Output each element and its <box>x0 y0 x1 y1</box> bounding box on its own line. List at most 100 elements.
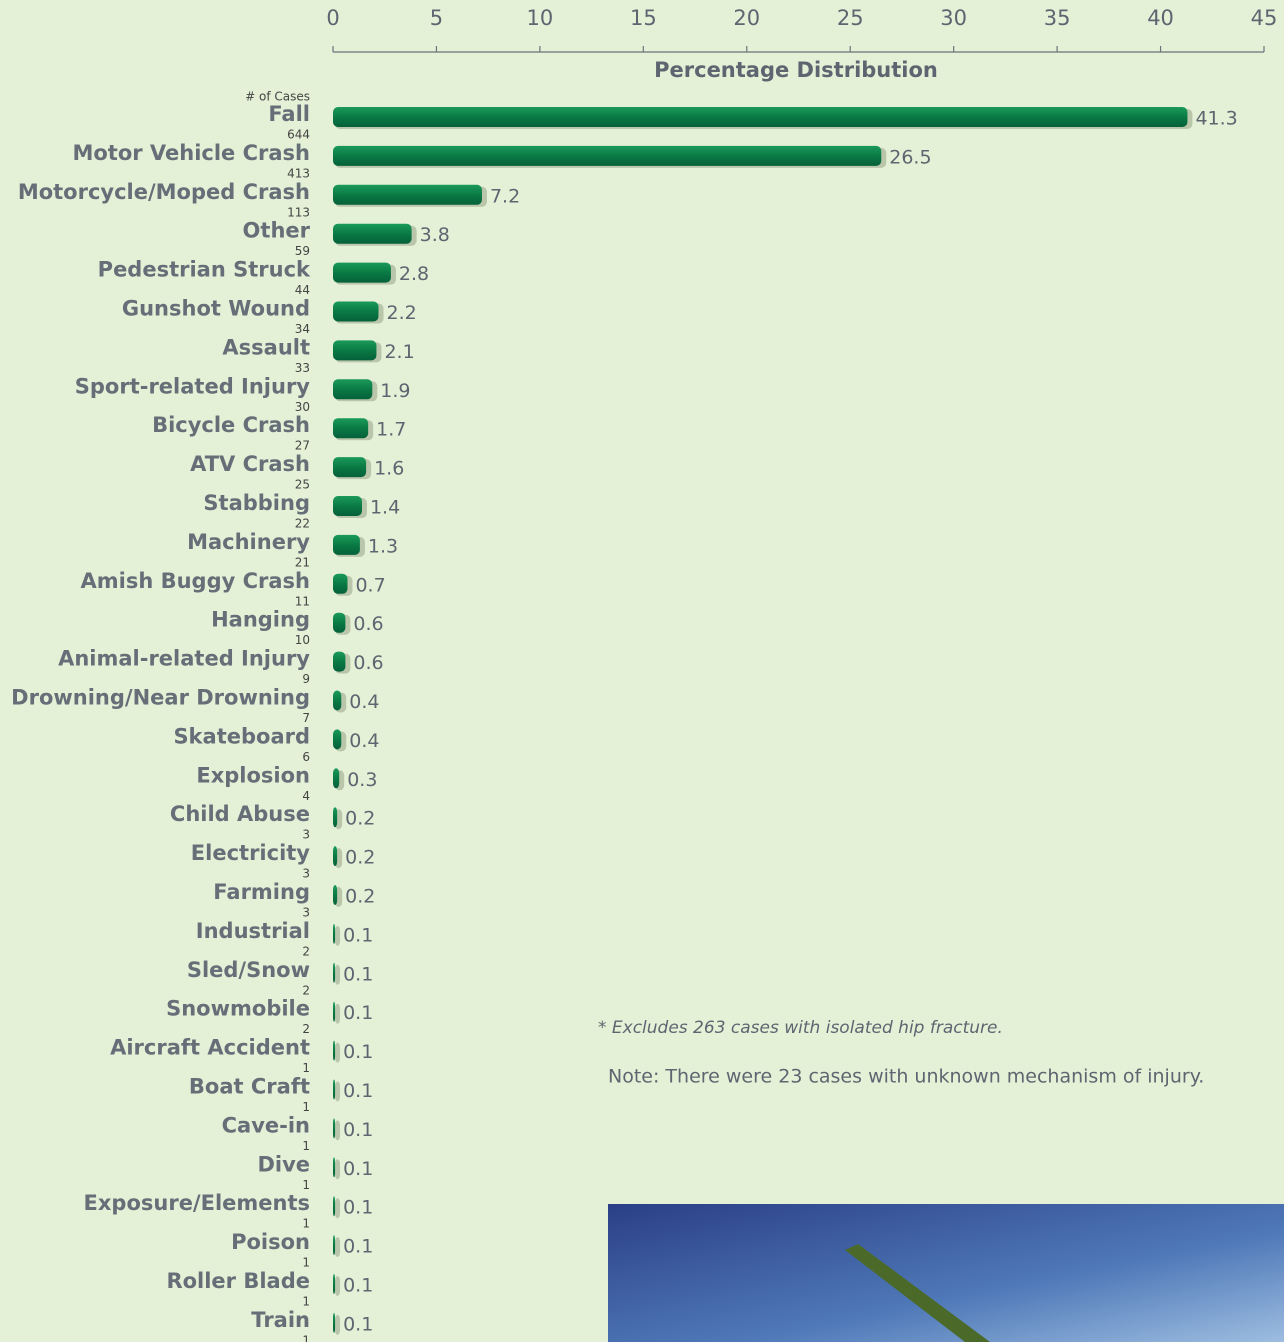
bar <box>333 1118 336 1139</box>
value-label: 26.5 <box>889 146 931 168</box>
category-label: Drowning/Near Drowning <box>11 686 310 710</box>
case-count: 1 <box>302 1333 310 1342</box>
bar <box>333 1274 336 1294</box>
category-label: Motorcycle/Moped Crash <box>18 180 310 204</box>
category-label: Snowmobile <box>166 997 310 1021</box>
value-label: 41.3 <box>1195 108 1237 130</box>
value-label: 0.1 <box>343 1002 373 1024</box>
bar <box>333 418 369 439</box>
value-label: 0.4 <box>349 691 379 713</box>
case-count: 11 <box>295 594 310 608</box>
value-label: 0.2 <box>345 847 375 869</box>
value-label: 0.1 <box>343 1275 373 1297</box>
note: Note: There were 23 cases with unknown m… <box>608 1066 1204 1088</box>
category-label: Child Abuse <box>170 802 310 826</box>
category-label: Animal-related Injury <box>58 647 310 671</box>
category-label: Sport-related Injury <box>75 374 311 398</box>
case-count: 1 <box>302 1061 310 1075</box>
value-label: 0.2 <box>345 886 375 908</box>
value-label: 1.9 <box>380 380 410 402</box>
x-tick-label: 20 <box>733 6 760 30</box>
category-label: Bicycle Crash <box>152 413 310 437</box>
category-label: Boat Craft <box>189 1075 310 1099</box>
category-label: ATV Crash <box>190 452 310 476</box>
category-label: Machinery <box>187 530 310 554</box>
bar <box>333 340 377 361</box>
value-label: 0.6 <box>353 652 383 674</box>
bar <box>333 651 346 672</box>
value-label: 0.1 <box>343 1197 373 1219</box>
case-count: 1 <box>302 1139 310 1153</box>
bar <box>333 807 338 828</box>
case-count: 30 <box>295 400 310 414</box>
bar-shadow <box>335 1120 341 1141</box>
category-label: Industrial <box>196 919 310 943</box>
value-label: 0.1 <box>343 963 373 985</box>
cases-header: # of Cases <box>245 90 310 104</box>
bar <box>333 962 336 983</box>
bar <box>333 729 342 750</box>
footnote: * Excludes 263 cases with isolated hip f… <box>598 1018 1003 1038</box>
bar <box>333 885 338 905</box>
axis-title: Percentage Distribution <box>654 58 938 82</box>
bar-shadow <box>335 1198 341 1219</box>
bar <box>333 262 391 283</box>
value-label: 0.7 <box>355 574 385 596</box>
case-count: 21 <box>295 555 310 569</box>
bar-shadow <box>335 1276 341 1296</box>
bar <box>333 223 412 244</box>
bar <box>333 1001 336 1022</box>
bar <box>333 457 367 478</box>
case-count: 7 <box>302 711 310 725</box>
value-label: 0.1 <box>343 1041 373 1063</box>
case-count: 9 <box>302 672 310 686</box>
category-label: Motor Vehicle Crash <box>72 141 310 165</box>
bar-shadow <box>335 1042 341 1063</box>
bar <box>333 496 362 516</box>
category-label: Dive <box>257 1152 310 1176</box>
value-label: 1.4 <box>370 497 400 519</box>
value-label: 3.8 <box>420 224 450 246</box>
category-label: Gunshot Wound <box>122 297 310 321</box>
bar <box>333 768 340 789</box>
bar-shadow <box>335 1314 341 1335</box>
category-label: Train <box>251 1308 310 1332</box>
case-count: 3 <box>302 906 310 920</box>
case-count: 10 <box>295 633 310 647</box>
case-count: 27 <box>295 439 310 453</box>
category-label: Poison <box>231 1230 310 1254</box>
category-label: Fall <box>268 102 310 126</box>
value-label: 0.4 <box>349 730 379 752</box>
case-count: 1 <box>302 1217 310 1231</box>
value-label: 2.8 <box>399 263 429 285</box>
case-count: 2 <box>302 1022 310 1036</box>
bar <box>333 612 346 633</box>
case-count: 25 <box>295 478 310 492</box>
value-label: 1.3 <box>368 535 398 557</box>
bar-shadow <box>335 1003 341 1024</box>
value-label: 0.1 <box>343 924 373 946</box>
category-label: Other <box>243 219 311 243</box>
bar <box>333 107 1188 127</box>
bar <box>333 923 336 944</box>
bar-shadow <box>335 1159 341 1180</box>
category-label: Cave-in <box>222 1113 310 1137</box>
case-count: 2 <box>302 983 310 997</box>
case-count: 4 <box>302 789 310 803</box>
bar <box>333 1235 336 1256</box>
case-count: 6 <box>302 750 310 764</box>
x-tick-label: 0 <box>326 6 339 30</box>
x-tick-label: 25 <box>837 6 864 30</box>
category-label: Aircraft Accident <box>110 1036 310 1060</box>
category-label: Exposure/Elements <box>84 1191 310 1215</box>
bar <box>333 145 882 166</box>
category-label: Hanging <box>211 608 310 632</box>
bar <box>333 1079 336 1100</box>
case-count: 59 <box>295 244 310 258</box>
bar <box>333 301 379 322</box>
x-tick-label: 5 <box>430 6 443 30</box>
value-label: 0.3 <box>347 769 377 791</box>
category-label: Farming <box>213 880 310 904</box>
